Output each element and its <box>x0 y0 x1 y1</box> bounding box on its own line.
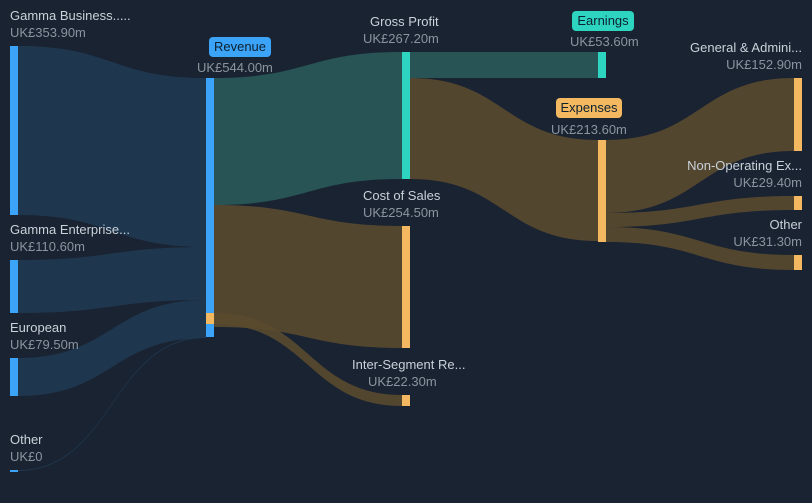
node-other_exp[interactable] <box>794 255 802 270</box>
node-value-expenses_node: UK£213.60m <box>551 122 627 137</box>
badge-label-expenses: Expenses <box>560 100 618 115</box>
node-gamma_enterprise[interactable] <box>10 260 18 313</box>
badge-label-earnings: Earnings <box>577 13 629 28</box>
node-value-general_admin: UK£152.90m <box>726 57 802 72</box>
node-other_src[interactable] <box>10 470 18 472</box>
badge-label-revenue: Revenue <box>214 39 266 54</box>
node-european[interactable] <box>10 358 18 396</box>
node-value-earnings_node: UK£53.60m <box>570 34 639 49</box>
node-value-gamma_business: UK£353.90m <box>10 25 86 40</box>
node-gamma_business[interactable] <box>10 46 18 215</box>
node-cost_of_sales[interactable] <box>402 226 410 348</box>
node-value-other_src: UK£0 <box>10 449 43 464</box>
node-value-european: UK£79.50m <box>10 337 79 352</box>
node-label-cost_of_sales: Cost of Sales <box>363 188 441 203</box>
node-label-gross_profit: Gross Profit <box>370 14 439 29</box>
node-value-gross_profit: UK£267.20m <box>363 31 439 46</box>
node-label-non_operating: Non-Operating Ex... <box>687 158 802 173</box>
node-non_operating[interactable] <box>794 196 802 210</box>
node-revenue_node[interactable] <box>206 78 214 337</box>
node-label-other_src: Other <box>10 432 43 447</box>
node-general_admin[interactable] <box>794 78 802 151</box>
node-value-non_operating: UK£29.40m <box>733 175 802 190</box>
sankey-chart: Gamma Business..... UK£353.90m Gamma Enter… <box>0 0 812 503</box>
node-label-gamma_business: Gamma Business..... <box>10 8 131 23</box>
node-earnings_node[interactable] <box>598 52 606 78</box>
node-value-cost_of_sales: UK£254.50m <box>363 205 439 220</box>
node-value-inter_segment: UK£22.30m <box>368 374 437 389</box>
flow-gross_profit-to-earnings_node <box>410 52 598 78</box>
node-value-other_exp: UK£31.30m <box>733 234 802 249</box>
node-inter_segment[interactable] <box>402 395 410 406</box>
node-value-gamma_enterprise: UK£110.60m <box>10 239 85 254</box>
node-expenses_node[interactable] <box>598 140 606 242</box>
node-label-gamma_enterprise: Gamma Enterprise... <box>10 222 130 237</box>
node-label-general_admin: General & Admini... <box>690 40 802 55</box>
node-label-inter_segment: Inter-Segment Re... <box>352 357 465 372</box>
node-gross_profit[interactable] <box>402 52 410 179</box>
node-label-other_exp: Other <box>769 217 802 232</box>
node-revenue_inter[interactable] <box>206 313 214 324</box>
node-label-european: European <box>10 320 66 335</box>
node-value-revenue_node: UK£544.00m <box>197 60 273 75</box>
